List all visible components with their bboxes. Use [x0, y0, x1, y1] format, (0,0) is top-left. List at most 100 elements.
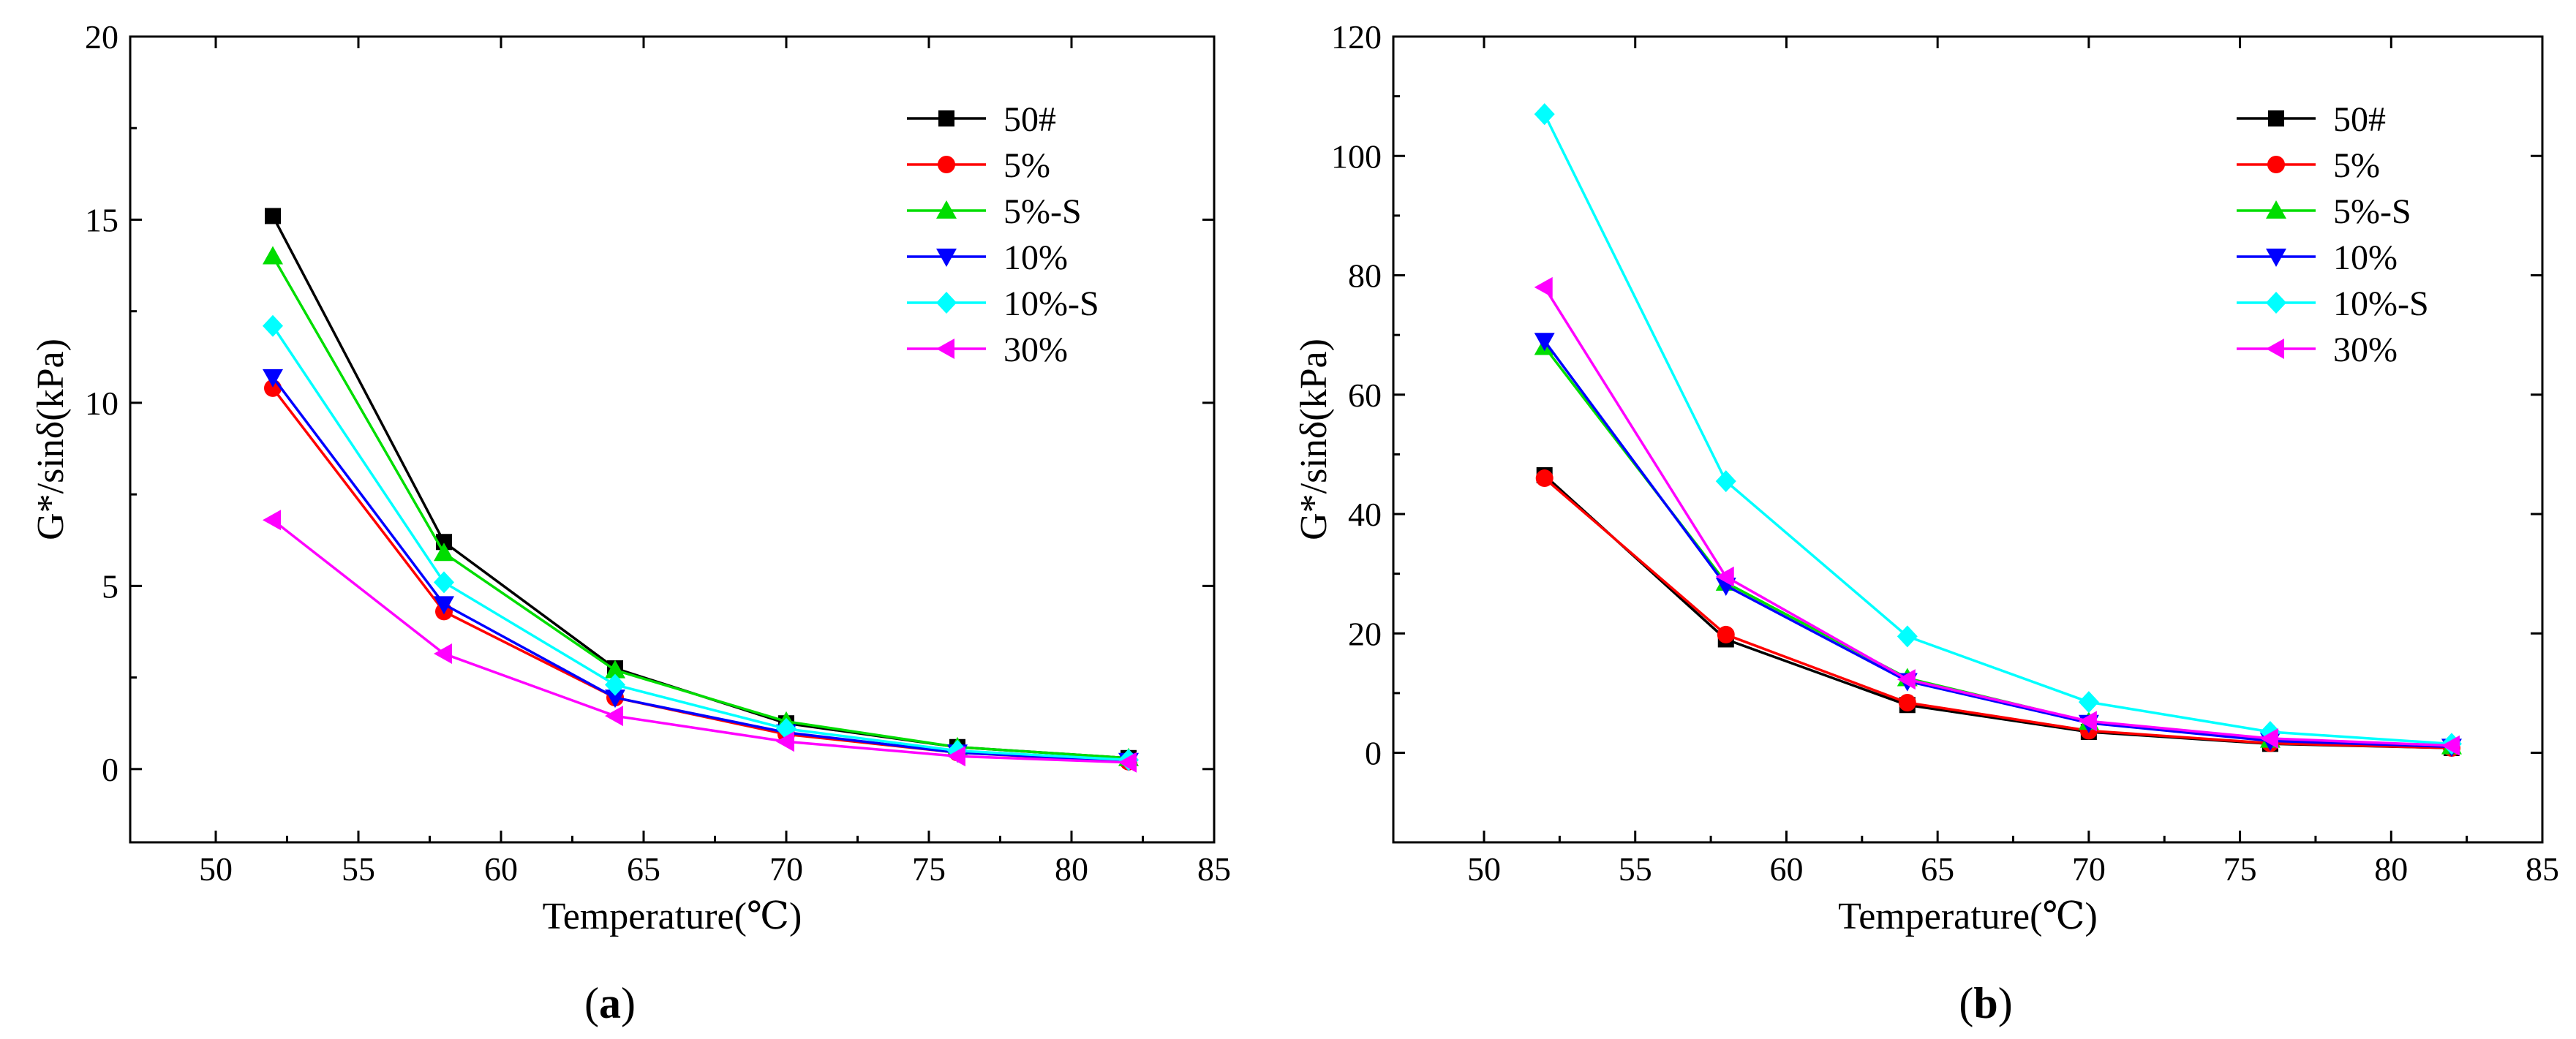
- panel-label: (b): [1959, 979, 2012, 1027]
- legend-marker: [2266, 339, 2284, 359]
- series-line: [1543, 477, 2452, 749]
- legend-marker: [936, 249, 957, 267]
- data-point: [263, 314, 283, 337]
- x-tick-label: 60: [484, 850, 518, 888]
- y-tick-label: 20: [1348, 615, 1382, 652]
- y-tick-label: 40: [1348, 496, 1382, 533]
- data-point: [1715, 566, 1734, 587]
- data-point: [434, 543, 454, 562]
- data-point: [263, 510, 281, 531]
- x-tick-label: 75: [912, 850, 946, 888]
- legend-label: 10%: [2333, 238, 2398, 277]
- x-tick-label: 85: [1197, 850, 1231, 888]
- legend-label: 10%: [1003, 238, 1068, 277]
- series-line: [271, 255, 1129, 760]
- y-tick-label: 0: [1365, 735, 1382, 772]
- data-point: [605, 660, 625, 679]
- y-tick-label: 80: [1348, 257, 1382, 295]
- x-tick-label: 50: [199, 850, 233, 888]
- legend-label: 30%: [1003, 330, 1068, 369]
- x-tick-label: 55: [342, 850, 375, 888]
- x-tick-label: 60: [1769, 850, 1803, 888]
- x-tick-label: 65: [1921, 850, 1954, 888]
- legend-label: 5%-S: [2333, 192, 2411, 231]
- series-line: [271, 325, 1129, 762]
- x-tick-label: 80: [1055, 850, 1088, 888]
- x-tick-label: 55: [1619, 850, 1652, 888]
- y-tick-label: 10: [85, 385, 118, 422]
- y-tick-label: 0: [102, 751, 118, 788]
- legend-label: 10%-S: [1003, 284, 1099, 323]
- x-tick-label: 50: [1467, 850, 1501, 888]
- data-point: [1534, 276, 1553, 298]
- series-line: [1543, 346, 2452, 748]
- legend: 50# 5% 5%-S 10% 10%-S 30%: [2237, 100, 2429, 369]
- y-axis-title: G*/sinδ(kPa): [1293, 339, 1335, 540]
- panel-label: (a): [584, 979, 636, 1027]
- y-tick-label: 5: [102, 567, 118, 605]
- y-tick-label: 120: [1331, 18, 1382, 56]
- y-tick-label: 100: [1331, 137, 1382, 175]
- data-point: [1535, 469, 1553, 488]
- legend-marker: [2268, 110, 2284, 126]
- legend: 50# 5% 5%-S 10% 10%-S 30%: [907, 100, 1099, 369]
- data-point: [1118, 752, 1137, 773]
- series-line: [1543, 340, 2452, 749]
- data-point: [947, 746, 965, 767]
- legend-label: 50#: [2333, 100, 2386, 139]
- legend-label: 10%-S: [2333, 284, 2429, 323]
- series-line: [271, 215, 1129, 760]
- data-point: [1534, 103, 1555, 126]
- x-tick-label: 65: [627, 850, 660, 888]
- chart-panel-a: 50 55 60 65 70 75 80 85 0 5 10 15 20 Temperature(℃) G*…: [30, 18, 1231, 1027]
- data-point: [605, 689, 625, 709]
- chart-panel-b: 50 55 60 65 70 75 80 85 0 20 40 60 80 100 120 Temperatu…: [1293, 18, 2559, 1027]
- x-tick-label: 70: [769, 850, 803, 888]
- data-point: [263, 246, 283, 265]
- legend-marker: [2266, 249, 2286, 267]
- legend-marker: [2266, 292, 2286, 314]
- legend-marker: [2266, 200, 2286, 219]
- plot-frame: [1392, 35, 2544, 844]
- series-line: [1543, 286, 2452, 747]
- data-point: [2259, 728, 2278, 749]
- series-line: [271, 518, 1129, 764]
- data-point: [1717, 625, 1735, 643]
- y-tick-label: 60: [1348, 377, 1382, 414]
- legend-label: 50#: [1003, 100, 1056, 139]
- legend-label: 30%: [2333, 330, 2398, 369]
- y-tick-label: 20: [85, 18, 118, 56]
- data-point: [434, 643, 452, 665]
- data-point: [1715, 470, 1736, 493]
- data-point: [1897, 669, 1916, 690]
- legend-marker: [936, 200, 957, 219]
- legend-label: 5%-S: [1003, 192, 1082, 231]
- data-point: [776, 731, 794, 752]
- data-point: [434, 571, 454, 594]
- plot-frame: [129, 35, 1216, 844]
- data-point: [2078, 691, 2099, 714]
- legend-marker: [938, 156, 955, 173]
- data-point: [1534, 333, 1555, 352]
- series-line: [1543, 474, 2452, 749]
- x-axis-title: Temperature(℃): [543, 896, 802, 937]
- x-tick-label: 75: [2223, 850, 2257, 888]
- x-tick-label: 80: [2374, 850, 2408, 888]
- data-point: [434, 596, 454, 615]
- data-point: [605, 673, 625, 696]
- data-point: [2441, 735, 2460, 756]
- y-axis-title: G*/sinδ(kPa): [30, 339, 72, 540]
- x-tick-label: 70: [2072, 850, 2106, 888]
- legend-marker: [2267, 156, 2285, 173]
- legend-marker: [936, 339, 954, 359]
- legend-label: 5%: [1003, 146, 1050, 185]
- data-point: [1897, 625, 1918, 648]
- series-line: [271, 376, 1129, 763]
- y-tick-label: 15: [85, 201, 118, 238]
- series-line: [1543, 113, 2452, 746]
- data-point: [263, 369, 283, 388]
- x-axis-title: Temperature(℃): [1838, 896, 2098, 937]
- x-tick-label: 85: [2526, 850, 2559, 888]
- data-point: [605, 706, 623, 727]
